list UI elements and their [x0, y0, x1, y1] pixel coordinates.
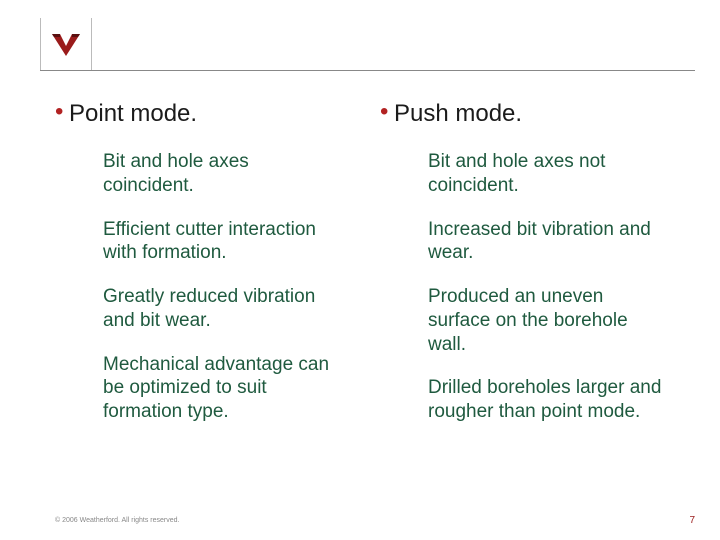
header-bar: [40, 18, 695, 70]
header-rule: [40, 70, 695, 71]
list-item: Mechanical advantage can be optimized to…: [83, 353, 340, 424]
list-item: Drilled boreholes larger and rougher tha…: [408, 376, 665, 424]
sub-list: Bit and hole axes not coincident. Increa…: [380, 150, 665, 424]
list-item: Greatly reduced vibration and bit wear.: [83, 285, 340, 333]
mode-heading: Point mode.: [55, 100, 340, 128]
list-item: Increased bit vibration and wear.: [408, 218, 665, 266]
footer: © 2006 Weatherford. All rights reserved.…: [55, 515, 695, 526]
column-left: Point mode. Bit and hole axes coincident…: [55, 100, 340, 480]
column-right: Push mode. Bit and hole axes not coincid…: [380, 100, 665, 480]
list-item: Bit and hole axes coincident.: [83, 150, 340, 198]
list-item: Efficient cutter interaction with format…: [83, 218, 340, 266]
logo-box: [40, 18, 92, 70]
list-item: Bit and hole axes not coincident.: [408, 150, 665, 198]
copyright-text: © 2006 Weatherford. All rights reserved.: [55, 517, 179, 524]
mode-heading: Push mode.: [380, 100, 665, 128]
page-number: 7: [689, 515, 695, 526]
logo-icon: [49, 30, 83, 58]
sub-list: Bit and hole axes coincident. Efficient …: [55, 150, 340, 424]
content-area: Point mode. Bit and hole axes coincident…: [55, 100, 665, 480]
list-item: Produced an uneven surface on the boreho…: [408, 285, 665, 356]
